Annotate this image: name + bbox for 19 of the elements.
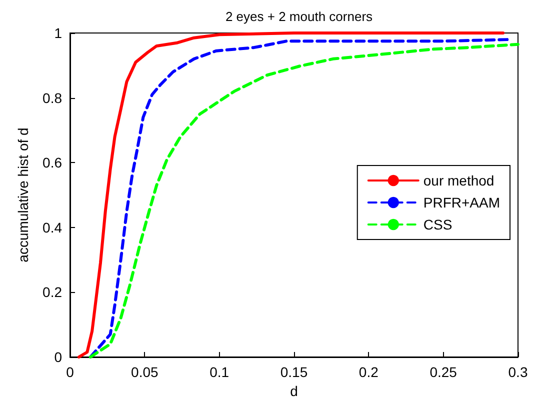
legend-label: our method — [423, 172, 494, 188]
x-axis-title: d — [290, 382, 298, 399]
legend-label: CSS — [423, 216, 452, 232]
y-tick-label: 0.4 — [42, 219, 62, 236]
legend-label: PRFR+AAM — [423, 194, 500, 210]
x-tick-label: 0.25 — [430, 364, 458, 380]
y-tick-label: 0.6 — [42, 154, 62, 171]
y-tick-label: 0 — [54, 349, 62, 365]
x-tick-label: 0.1 — [210, 364, 230, 380]
x-tick-label: 0.3 — [508, 364, 528, 380]
x-tick-label: 0.2 — [358, 364, 379, 380]
x-tick-label: 0 — [66, 364, 74, 380]
x-tick-label: 0.15 — [280, 364, 308, 380]
x-tick-label: 0.05 — [131, 364, 159, 380]
y-tick-label: 1 — [54, 25, 62, 41]
y-axis-title: accumulative hist of d — [15, 128, 31, 262]
chart-title: 2 eyes + 2 mouth corners — [225, 9, 374, 24]
y-tick-label: 0.8 — [42, 90, 62, 106]
y-tick-label: 0.2 — [42, 284, 62, 300]
